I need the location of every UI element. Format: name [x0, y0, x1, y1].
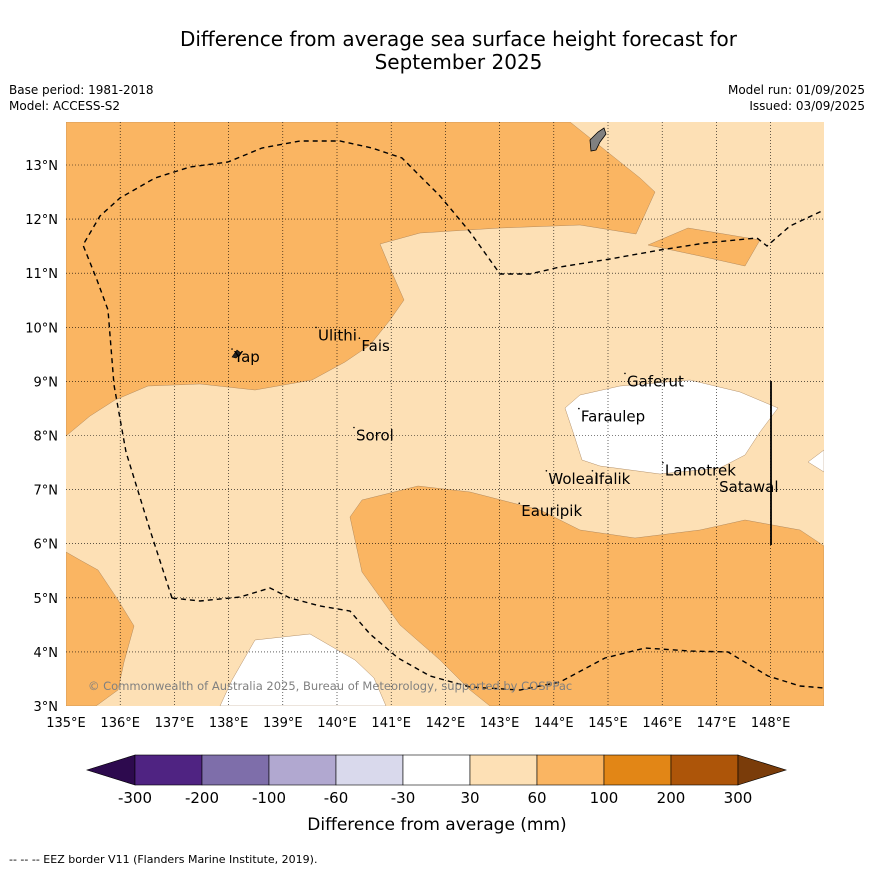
- x-tick-label: 141°E: [371, 716, 411, 731]
- band-under-30-east-edge: [807, 449, 824, 473]
- x-axis-ticks: 135°E 136°E 137°E 138°E 139°E 140°E 141°E 142°E…: [46, 716, 790, 731]
- y-tick-label: 13°N: [25, 159, 58, 174]
- eez-border-main: [171, 587, 824, 691]
- place-marker: [545, 469, 548, 472]
- y-tick-label: 10°N: [25, 321, 58, 336]
- place-label: Woleai: [548, 470, 598, 488]
- colorbar: -300 -200 -100 -60 -30 30 60 100 200 300: [85, 754, 788, 807]
- place-label: Fais: [361, 337, 390, 355]
- band-60-100-east: [647, 227, 761, 267]
- base-period: Base period: 1981-2018: [9, 83, 154, 97]
- eez-border-west: [82, 140, 824, 599]
- model-name: Model: ACCESS-S2: [9, 99, 121, 113]
- colorbar-swatch: [201, 754, 270, 786]
- band-60-100-north-west: [66, 122, 656, 437]
- place-label: Yap: [233, 348, 260, 366]
- place-marker: [591, 469, 594, 472]
- yap-island: [231, 349, 242, 359]
- y-tick-label: 9°N: [34, 375, 59, 390]
- y-tick-label: 3°N: [34, 700, 59, 715]
- colorbar-swatch: [603, 754, 672, 786]
- x-tick-label: 145°E: [588, 716, 628, 731]
- colorbar-extend-high: [737, 754, 788, 786]
- eez-legend-footer: -- -- -- EEZ border V11 (Flanders Marine…: [9, 853, 318, 866]
- y-tick-label: 12°N: [25, 213, 58, 228]
- x-tick-label: 144°E: [534, 716, 574, 731]
- y-tick-label: 7°N: [34, 484, 59, 499]
- place-marker: [231, 348, 233, 350]
- x-tick-label: 137°E: [155, 716, 195, 731]
- colorbar-tick-label: -200: [185, 789, 219, 807]
- guam-island: [589, 127, 607, 152]
- x-tick-label: 138°E: [209, 716, 249, 731]
- place-marker: [315, 326, 317, 329]
- x-tick-label: 147°E: [697, 716, 737, 731]
- meta-left: Base period: 1981-2018 Model: ACCESS-S2: [9, 82, 154, 114]
- colorbar-swatch: [469, 754, 538, 786]
- model-run: Model run: 01/09/2025: [727, 83, 865, 97]
- colorbar-tick-label: -100: [252, 789, 286, 807]
- colorbar-tick-label: -30: [391, 789, 416, 807]
- colorbar-tick-label: -60: [324, 789, 349, 807]
- colorbar-tick-label: 30: [460, 789, 479, 807]
- x-tick-label: 140°E: [317, 716, 357, 731]
- colorbar-label: Difference from average (mm): [307, 815, 566, 835]
- x-tick-label: 135°E: [46, 716, 86, 731]
- x-tick-label: 142°E: [426, 716, 466, 731]
- y-tick-label: 8°N: [34, 430, 59, 445]
- place-marker: [518, 502, 521, 505]
- y-axis-ticks: 3°N 4°N 5°N 6°N 7°N 8°N 9°N 10°N 11°N 12°N 13°N: [25, 159, 58, 715]
- place-label: Sorol: [356, 427, 394, 445]
- colorbar-swatch: [402, 754, 471, 786]
- issued-date: Issued: 03/09/2025: [749, 99, 865, 113]
- y-tick-label: 11°N: [25, 267, 58, 282]
- place-label: Faraulep: [581, 408, 645, 426]
- colorbar-tick-label: 60: [527, 789, 546, 807]
- x-tick-label: 148°E: [751, 716, 791, 731]
- colorbar-tick-label: 100: [590, 789, 619, 807]
- place-marker: [716, 478, 718, 480]
- place-label: Satawal: [719, 478, 778, 496]
- colorbar-tick-label: -300: [118, 789, 152, 807]
- title-line-1: Difference from average sea surface heig…: [179, 27, 738, 51]
- colorbar-swatch: [335, 754, 404, 786]
- place-marker: [358, 337, 361, 340]
- colorbar-tick-label: 300: [724, 789, 753, 807]
- band-under-30-faraulep: [564, 379, 779, 475]
- colorbar-extend-low: [85, 754, 136, 786]
- y-tick-label: 6°N: [34, 538, 59, 553]
- place-label: Lamotrek: [665, 462, 736, 480]
- y-tick-label: 4°N: [34, 646, 59, 661]
- place-marker: [624, 372, 626, 375]
- band-60-100-west-edge: [66, 551, 135, 706]
- place-label: Ulithi: [318, 326, 357, 344]
- x-tick-label: 139°E: [263, 716, 303, 731]
- x-tick-label: 143°E: [480, 716, 520, 731]
- band-60-100-south: [349, 485, 824, 706]
- title-line-2: September 2025: [374, 50, 543, 74]
- copyright-notice: © Commonwealth of Australia 2025, Bureau…: [88, 679, 572, 693]
- chart-title: Difference from average sea surface heig…: [66, 28, 851, 74]
- meta-right: Model run: 01/09/2025 Issued: 03/09/2025: [728, 82, 865, 114]
- place-label: Ifalik: [594, 470, 630, 488]
- colorbar-swatch: [536, 754, 605, 786]
- place-marker: [578, 407, 580, 410]
- colorbar-tick-label: 200: [657, 789, 686, 807]
- y-tick-label: 5°N: [34, 592, 59, 607]
- place-label: Eauripik: [521, 502, 582, 520]
- x-tick-label: 136°E: [100, 716, 140, 731]
- colorbar-swatch: [268, 754, 337, 786]
- x-tick-label: 146°E: [642, 716, 682, 731]
- place-marker: [353, 426, 355, 429]
- place-label: Gaferut: [627, 372, 684, 390]
- colorbar-swatch: [134, 754, 203, 786]
- place-marker: [662, 461, 664, 464]
- colorbar-swatch: [670, 754, 739, 786]
